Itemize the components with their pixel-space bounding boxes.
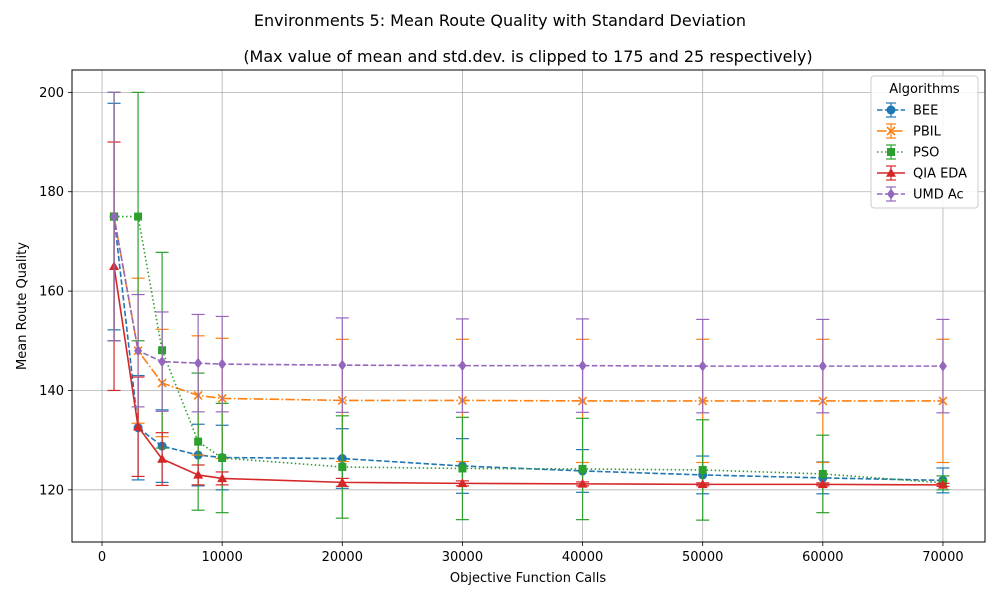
legend-marker <box>887 188 895 200</box>
y-tick-label: 160 <box>39 285 64 300</box>
legend-title: Algorithms <box>889 82 960 97</box>
x-tick-label: 60000 <box>802 550 843 565</box>
data-point <box>458 360 467 372</box>
legend-box <box>870 75 979 209</box>
data-point <box>698 360 707 372</box>
x-tick-label: 20000 <box>322 550 363 565</box>
data-point <box>193 469 204 479</box>
series-qia-eda <box>107 141 950 489</box>
legend-label: PBIL <box>913 125 942 140</box>
data-point <box>458 464 467 473</box>
data-point <box>110 211 119 223</box>
data-point <box>697 479 708 489</box>
series-layer <box>107 91 950 521</box>
y-axis-label: Mean Route Quality <box>15 242 30 370</box>
x-tick-label: 0 <box>98 550 106 565</box>
series-line <box>113 266 943 486</box>
data-point <box>338 462 347 471</box>
x-tick-label: 40000 <box>562 550 603 565</box>
data-point <box>818 360 827 372</box>
data-point <box>938 360 947 372</box>
data-point <box>218 454 227 463</box>
data-point <box>338 359 347 371</box>
series-line <box>113 216 943 402</box>
x-axis-label: Objective Function Calls <box>450 571 606 586</box>
series-line <box>114 215 944 484</box>
data-point <box>194 357 203 369</box>
y-tick-label: 200 <box>39 86 64 101</box>
y-tick-label: 140 <box>39 384 64 399</box>
data-point <box>194 437 203 446</box>
legend-label: QIA EDA <box>913 167 967 182</box>
legend-marker <box>886 168 896 177</box>
legend-item: BEE <box>877 102 938 119</box>
legend-marker <box>886 126 896 136</box>
data-point <box>217 473 228 483</box>
data-point <box>134 212 143 221</box>
chart-title: (Max value of mean and std.dev. is clipp… <box>243 47 812 66</box>
chart-suptitle: Environments 5: Mean Route Quality with … <box>254 11 746 30</box>
data-point <box>457 478 468 488</box>
x-tick-label: 70000 <box>922 550 963 565</box>
data-point <box>134 345 143 357</box>
y-tick-label: 180 <box>39 185 64 200</box>
data-point <box>817 479 828 489</box>
series-umd-ac <box>107 91 950 414</box>
data-point <box>577 478 588 488</box>
data-point <box>337 477 348 487</box>
legend-item: QIA EDA <box>877 165 967 182</box>
data-point <box>133 421 144 431</box>
data-point <box>698 465 707 474</box>
legend-label: PSO <box>913 146 939 161</box>
data-point <box>937 479 948 489</box>
data-point <box>158 356 167 368</box>
y-axis-ticks: 120 140 160 180 200 <box>39 86 72 498</box>
data-point <box>578 360 587 372</box>
legend-label: BEE <box>913 104 938 119</box>
legend-item: UMD Ac <box>877 186 964 203</box>
x-axis-ticks: 0 10000 20000 30000 40000 50000 60000 70000 <box>98 542 964 565</box>
legend-marker <box>886 105 896 115</box>
legend-marker <box>887 148 895 156</box>
data-point <box>218 358 227 370</box>
data-point <box>818 469 827 478</box>
legend-item: PSO <box>877 144 939 161</box>
plot-frame <box>71 69 986 543</box>
legend-item: PBIL <box>877 123 942 140</box>
marker-stroke <box>886 126 896 136</box>
legend-label: UMD Ac <box>913 188 964 203</box>
x-tick-label: 50000 <box>682 550 723 565</box>
series-line <box>113 216 943 482</box>
y-tick-label: 120 <box>39 483 64 498</box>
data-point <box>578 464 587 473</box>
data-point <box>157 454 168 463</box>
x-tick-label: 10000 <box>201 550 242 565</box>
x-tick-label: 30000 <box>442 550 483 565</box>
legend: Algorithms BEE PBIL PSO QIA EDA UMD Ac <box>870 75 979 209</box>
grid-lines <box>72 70 985 542</box>
